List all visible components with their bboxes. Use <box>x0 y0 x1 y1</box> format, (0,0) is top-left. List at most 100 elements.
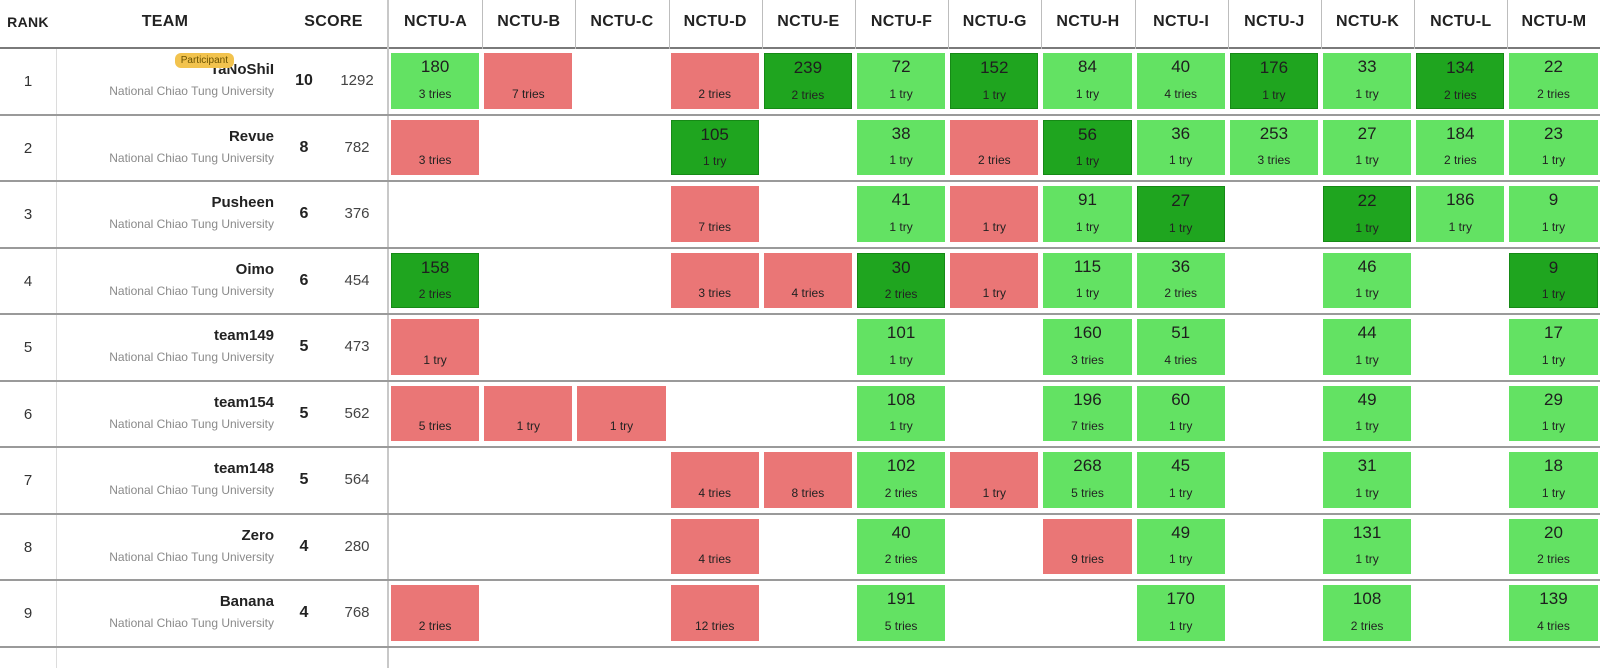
problem-cell-nctu-m-accepted[interactable]: 9 1 try <box>1509 186 1598 242</box>
team-name[interactable]: Revue <box>228 127 274 145</box>
problem-cell-nctu-d-rejected[interactable]: 3 tries <box>670 252 759 308</box>
problem-cell-nctu-i-accepted[interactable]: 45 1 try <box>1136 452 1225 508</box>
problem-cell-nctu-f-accepted[interactable]: 40 2 tries <box>857 518 946 574</box>
team-cell[interactable]: Pusheen National Chiao Tung University <box>56 182 274 249</box>
problem-cell-nctu-b-rejected[interactable]: 1 try <box>484 385 573 441</box>
problem-cell-nctu-k-accepted[interactable]: 27 1 try <box>1323 119 1412 175</box>
problem-cell-nctu-f-accepted[interactable]: 38 1 try <box>857 119 946 175</box>
problem-cell-nctu-k-accepted[interactable]: 49 1 try <box>1323 385 1412 441</box>
problem-cell-nctu-i-accepted[interactable]: 36 1 try <box>1136 119 1225 175</box>
team-cell[interactable]: team154 National Chiao Tung University <box>56 382 274 449</box>
problem-cell-nctu-g-rejected[interactable]: 1 try <box>950 186 1039 242</box>
problem-cell-nctu-a-rejected[interactable]: 3 tries <box>391 119 480 175</box>
problem-cell-nctu-l-accepted[interactable]: 184 2 tries <box>1416 119 1505 175</box>
problem-cell-nctu-i-first-solve[interactable]: 27 1 try <box>1136 186 1225 242</box>
problem-cell-nctu-m-accepted[interactable]: 29 1 try <box>1509 385 1598 441</box>
team-name[interactable]: Banana <box>219 593 274 611</box>
problem-cell-nctu-h-accepted[interactable]: 115 1 try <box>1043 252 1132 308</box>
problem-header-nctu-b[interactable]: NCTU-B <box>497 13 561 30</box>
problem-cell-nctu-f-accepted[interactable]: 72 1 try <box>857 53 946 109</box>
team-cell[interactable]: team148 National Chiao Tung University <box>56 448 274 515</box>
problem-cell-nctu-d-rejected[interactable]: 7 tries <box>670 186 759 242</box>
problem-header-nctu-h[interactable]: NCTU-H <box>1056 13 1120 30</box>
problem-cell-nctu-f-first-solve[interactable]: 30 2 tries <box>857 252 946 308</box>
problem-header-nctu-i[interactable]: NCTU-I <box>1153 13 1210 30</box>
problem-cell-nctu-k-accepted[interactable]: 131 1 try <box>1323 518 1412 574</box>
problem-cell-nctu-d-rejected[interactable]: 4 tries <box>670 518 759 574</box>
rank-header[interactable]: RANK <box>7 14 49 30</box>
problem-header-nctu-g[interactable]: NCTU-G <box>962 13 1027 30</box>
problem-cell-nctu-m-accepted[interactable]: 18 1 try <box>1509 452 1598 508</box>
problem-cell-nctu-m-accepted[interactable]: 17 1 try <box>1509 319 1598 375</box>
problem-cell-nctu-d-first-solve[interactable]: 105 1 try <box>670 119 759 175</box>
team-name[interactable]: team148 <box>213 460 274 478</box>
problem-cell-nctu-i-accepted[interactable]: 36 2 tries <box>1136 252 1225 308</box>
problem-cell-nctu-h-accepted[interactable]: 196 7 tries <box>1043 385 1132 441</box>
problem-cell-nctu-f-accepted[interactable]: 108 1 try <box>857 385 946 441</box>
problem-cell-nctu-m-first-solve[interactable]: 9 1 try <box>1509 252 1598 308</box>
problem-cell-nctu-a-rejected[interactable]: 2 tries <box>391 585 480 641</box>
problem-cell-nctu-h-accepted[interactable]: 160 3 tries <box>1043 319 1132 375</box>
problem-cell-nctu-k-accepted[interactable]: 108 2 tries <box>1323 585 1412 641</box>
problem-header-nctu-f[interactable]: NCTU-F <box>870 13 933 30</box>
problem-cell-nctu-l-first-solve[interactable]: 134 2 tries <box>1416 53 1505 109</box>
problem-cell-nctu-g-first-solve[interactable]: 152 1 try <box>950 53 1039 109</box>
problem-cell-nctu-j-accepted[interactable]: 253 3 tries <box>1229 119 1318 175</box>
problem-cell-nctu-a-rejected[interactable]: 5 tries <box>391 385 480 441</box>
team-name[interactable]: Oimo <box>235 260 274 278</box>
problem-cell-nctu-h-accepted[interactable]: 268 5 tries <box>1043 452 1132 508</box>
problem-cell-nctu-g-rejected[interactable]: 1 try <box>950 452 1039 508</box>
problem-cell-nctu-a-accepted[interactable]: 180 3 tries <box>391 53 480 109</box>
problem-cell-nctu-d-rejected[interactable]: 2 tries <box>670 53 759 109</box>
problem-cell-nctu-k-accepted[interactable]: 44 1 try <box>1323 319 1412 375</box>
problem-cell-nctu-a-first-solve[interactable]: 158 2 tries <box>391 252 480 308</box>
problem-header-nctu-m[interactable]: NCTU-M <box>1521 13 1587 30</box>
problem-cell-nctu-f-accepted[interactable]: 41 1 try <box>857 186 946 242</box>
team-name[interactable]: Zero <box>241 526 274 544</box>
problem-cell-nctu-h-first-solve[interactable]: 56 1 try <box>1043 119 1132 175</box>
problem-cell-nctu-j-first-solve[interactable]: 176 1 try <box>1229 53 1318 109</box>
problem-cell-nctu-f-accepted[interactable]: 191 5 tries <box>857 585 946 641</box>
problem-cell-nctu-h-rejected[interactable]: 9 tries <box>1043 518 1132 574</box>
problem-cell-nctu-i-accepted[interactable]: 49 1 try <box>1136 518 1225 574</box>
problem-cell-nctu-k-accepted[interactable]: 46 1 try <box>1323 252 1412 308</box>
problem-cell-nctu-c-rejected[interactable]: 1 try <box>577 385 666 441</box>
problem-header-nctu-d[interactable]: NCTU-D <box>683 13 747 30</box>
problem-cell-nctu-k-accepted[interactable]: 33 1 try <box>1323 53 1412 109</box>
problem-cell-nctu-l-accepted[interactable]: 186 1 try <box>1416 186 1505 242</box>
team-name[interactable]: Pusheen <box>211 194 274 212</box>
team-name[interactable]: team154 <box>213 393 274 411</box>
problem-cell-nctu-h-accepted[interactable]: 91 1 try <box>1043 186 1132 242</box>
problem-cell-nctu-i-accepted[interactable]: 51 4 tries <box>1136 319 1225 375</box>
team-header[interactable]: TEAM <box>141 13 189 30</box>
problem-cell-nctu-e-rejected[interactable]: 8 tries <box>763 452 852 508</box>
problem-header-nctu-l[interactable]: NCTU-L <box>1430 13 1492 30</box>
team-cell[interactable]: Banana National Chiao Tung University <box>56 581 274 648</box>
problem-cell-nctu-m-accepted[interactable]: 22 2 tries <box>1509 53 1598 109</box>
problem-cell-nctu-f-accepted[interactable]: 101 1 try <box>857 319 946 375</box>
problem-cell-nctu-d-rejected[interactable]: 12 tries <box>670 585 759 641</box>
problem-cell-nctu-m-accepted[interactable]: 23 1 try <box>1509 119 1598 175</box>
problem-cell-nctu-a-rejected[interactable]: 1 try <box>391 319 480 375</box>
problem-cell-nctu-e-first-solve[interactable]: 239 2 tries <box>763 53 852 109</box>
problem-cell-nctu-g-rejected[interactable]: 1 try <box>950 252 1039 308</box>
problem-header-nctu-k[interactable]: NCTU-K <box>1336 13 1400 30</box>
problem-cell-nctu-k-accepted[interactable]: 31 1 try <box>1323 452 1412 508</box>
team-cell[interactable]: TaNoShiI National Chiao Tung University Pa… <box>56 49 274 116</box>
problem-cell-nctu-m-accepted[interactable]: 139 4 tries <box>1509 585 1598 641</box>
problem-cell-nctu-b-rejected[interactable]: 7 tries <box>484 53 573 109</box>
problem-header-nctu-e[interactable]: NCTU-E <box>777 13 840 30</box>
team-cell[interactable]: team149 National Chiao Tung University <box>56 315 274 382</box>
problem-cell-nctu-i-accepted[interactable]: 170 1 try <box>1136 585 1225 641</box>
problem-cell-nctu-k-first-solve[interactable]: 22 1 try <box>1323 186 1412 242</box>
problem-header-nctu-a[interactable]: NCTU-A <box>404 13 468 30</box>
problem-header-nctu-j[interactable]: NCTU-J <box>1244 13 1305 30</box>
problem-cell-nctu-i-accepted[interactable]: 60 1 try <box>1136 385 1225 441</box>
team-name[interactable]: team149 <box>213 327 274 345</box>
problem-cell-nctu-e-rejected[interactable]: 4 tries <box>763 252 852 308</box>
team-cell[interactable]: Zero National Chiao Tung University <box>56 515 274 582</box>
problem-cell-nctu-h-accepted[interactable]: 84 1 try <box>1043 53 1132 109</box>
problem-cell-nctu-f-accepted[interactable]: 102 2 tries <box>857 452 946 508</box>
problem-cell-nctu-m-accepted[interactable]: 20 2 tries <box>1509 518 1598 574</box>
problem-header-nctu-c[interactable]: NCTU-C <box>590 13 654 30</box>
